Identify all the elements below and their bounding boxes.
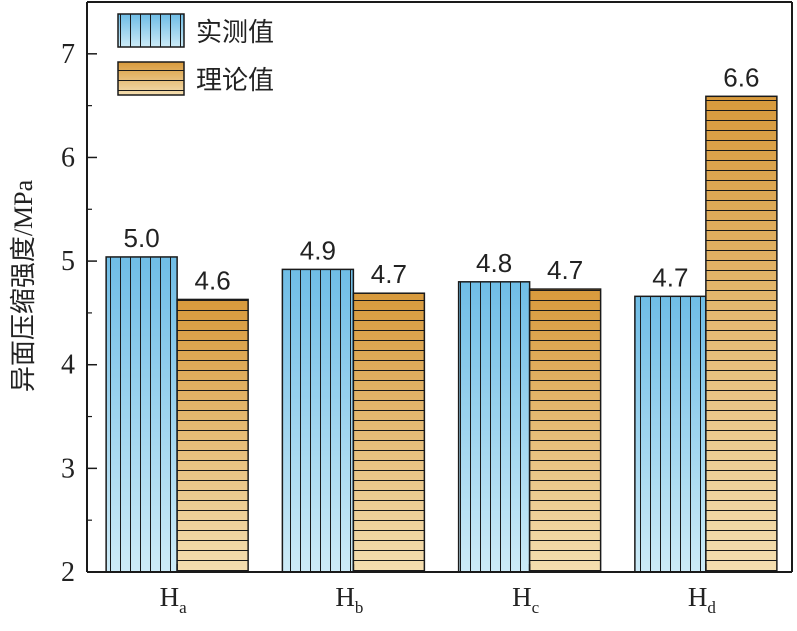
y-tick-label-2: 2 <box>61 557 75 588</box>
data-label-measured-2: 4.9 <box>300 235 336 265</box>
data-label-theoretical-2: 4.7 <box>371 259 407 289</box>
data-label-measured-1: 5.0 <box>124 223 160 253</box>
y-tick-label-5: 5 <box>61 246 75 277</box>
data-label-theoretical-3: 4.7 <box>547 255 583 285</box>
y-tick-label-4: 4 <box>61 350 75 381</box>
y-tick-label-3: 3 <box>61 453 75 484</box>
data-label-measured-4: 4.7 <box>652 262 688 292</box>
bar-pattern-measured-1 <box>106 256 178 572</box>
legend-item-theoretical: 理论值 <box>117 61 274 96</box>
legend-label-theoretical: 理论值 <box>196 66 274 96</box>
bar-pattern-measured-2 <box>282 269 354 572</box>
y-tick-label-7: 7 <box>61 39 75 70</box>
y-axis-title: 异面压缩强度/MPa <box>9 179 38 392</box>
bar-pattern-theoretical-4 <box>705 96 777 573</box>
bar-pattern-theoretical-1 <box>177 299 249 572</box>
bar-pattern-theoretical-3 <box>529 289 601 572</box>
legend-label-measured: 实测值 <box>196 18 274 48</box>
legend-item-measured: 实测值 <box>117 13 274 48</box>
legend-swatch-measured-pattern <box>118 14 184 47</box>
bar-pattern-measured-3 <box>458 281 530 572</box>
data-label-theoretical-4: 6.6 <box>723 62 759 92</box>
bar-pattern-measured-4 <box>634 296 706 572</box>
data-label-theoretical-1: 4.6 <box>195 265 231 295</box>
x-tick-label-3: Hc <box>512 582 540 617</box>
x-tick-label-1: Ha <box>160 582 188 617</box>
x-tick-label-2: Hb <box>335 582 363 617</box>
bar-pattern-theoretical-2 <box>353 293 425 572</box>
legend: 实测值 理论值 <box>117 13 274 96</box>
legend-swatch-theoretical-pattern <box>118 62 184 95</box>
x-tick-label-4: Hd <box>688 582 717 617</box>
data-label-measured-3: 4.8 <box>476 248 512 278</box>
plot-area: 5.0 4.6 Ha 4.9 4.7 Hb 4.8 4.7 Hc 4.7 6.6 Hd 2 3 4 5 6 7 <box>61 1 793 617</box>
y-tick-label-6: 6 <box>61 142 75 173</box>
